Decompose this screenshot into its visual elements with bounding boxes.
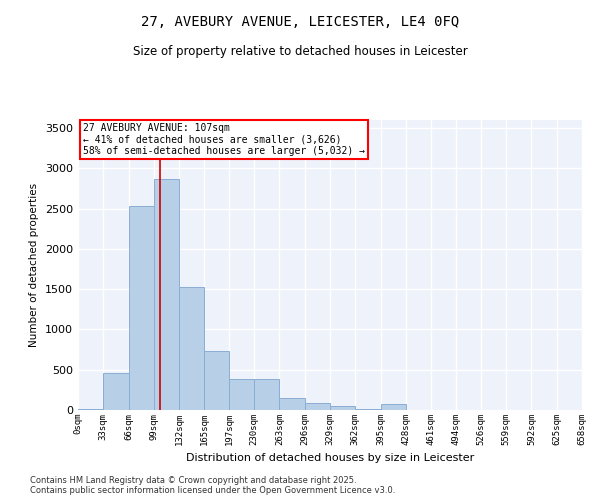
Text: 27, AVEBURY AVENUE, LEICESTER, LE4 0FQ: 27, AVEBURY AVENUE, LEICESTER, LE4 0FQ [141,15,459,29]
Bar [355,409,380,410]
Bar [330,406,355,410]
X-axis label: Distribution of detached houses by size in Leicester: Distribution of detached houses by size … [186,454,474,464]
Bar [128,206,154,410]
Bar [305,403,330,410]
Bar [78,409,103,410]
Bar [205,351,229,410]
Bar [254,378,280,410]
Bar [103,373,128,410]
Text: Contains HM Land Registry data © Crown copyright and database right 2025.
Contai: Contains HM Land Registry data © Crown c… [30,476,395,495]
Text: Size of property relative to detached houses in Leicester: Size of property relative to detached ho… [133,45,467,58]
Bar [280,398,305,410]
Text: 27 AVEBURY AVENUE: 107sqm
← 41% of detached houses are smaller (3,626)
58% of se: 27 AVEBURY AVENUE: 107sqm ← 41% of detac… [83,123,365,156]
Bar [154,179,179,410]
Bar [380,404,406,410]
Y-axis label: Number of detached properties: Number of detached properties [29,183,40,347]
Bar [179,287,205,410]
Bar [229,378,254,410]
